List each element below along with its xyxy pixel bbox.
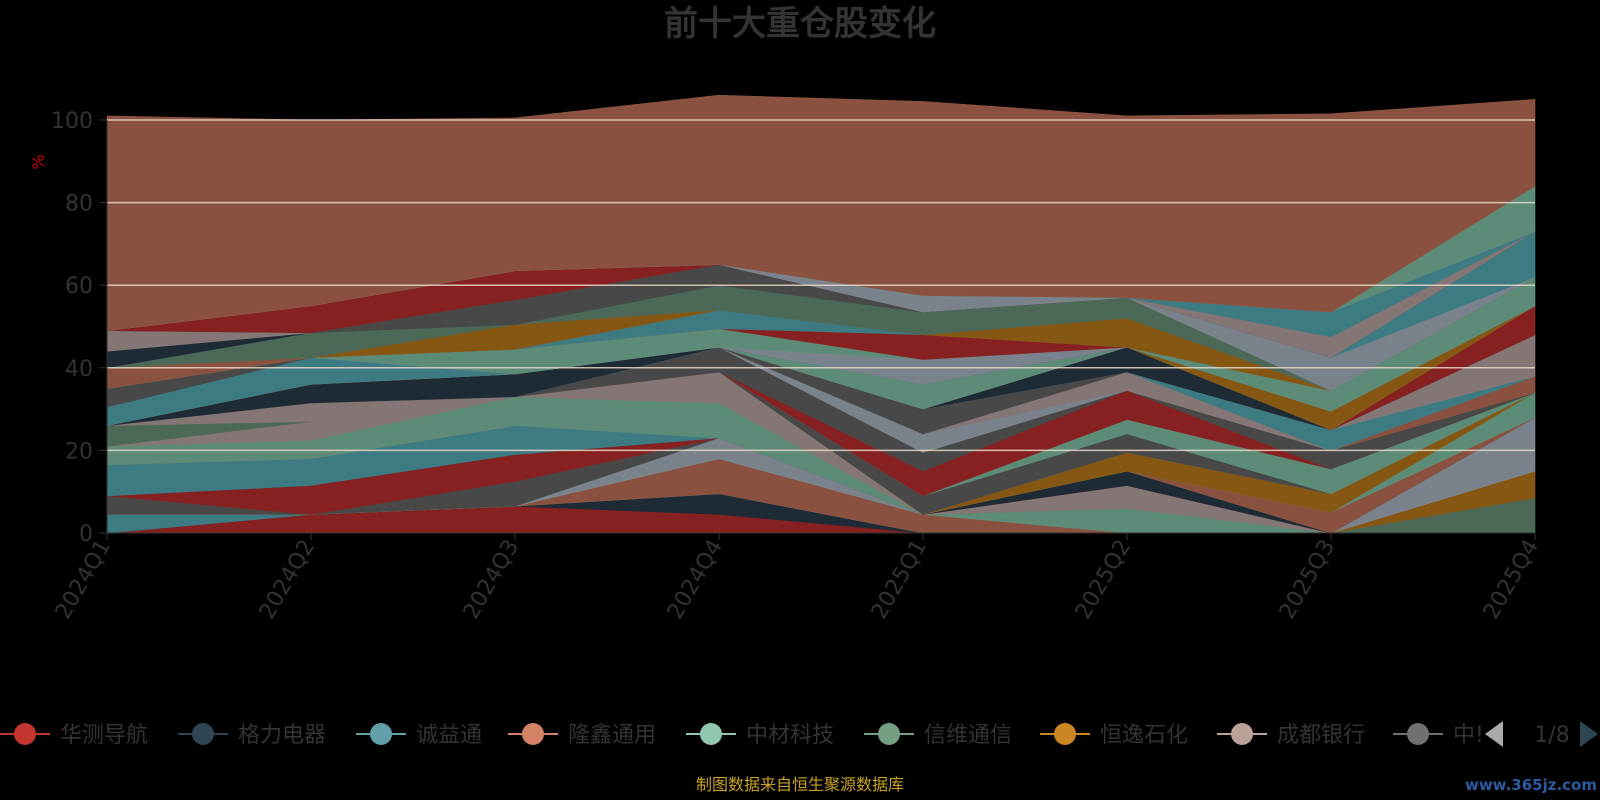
- x-tick-label-1: 2024Q2: [255, 536, 320, 624]
- y-tick-label-1: 20: [65, 439, 93, 464]
- legend-marker-5: [878, 723, 900, 745]
- legend-marker-6: [1054, 723, 1076, 745]
- area-band-51: [106, 94, 1536, 331]
- legend: 华测导航 格力电器 诚益通 隆鑫通用 中材科技 信维通信 恒逸石化 成都银行 中! 1/8: [0, 721, 1598, 748]
- x-tick-label-2: 2024Q3: [459, 536, 524, 624]
- plot-area: [106, 94, 1536, 534]
- legend-label-2: 诚益通: [416, 723, 482, 748]
- y-axis-label: %: [29, 154, 48, 169]
- legend-marker-7: [1231, 723, 1253, 745]
- grid-lines: [107, 119, 1535, 452]
- x-tick-label-5: 2025Q2: [1071, 536, 1136, 624]
- y-tick-label-0: 0: [79, 522, 93, 547]
- legend-next-icon[interactable]: [1580, 721, 1598, 747]
- legend-marker-3: [522, 723, 544, 745]
- legend-page-indicator: 1/8: [1534, 723, 1569, 748]
- legend-marker-2: [370, 723, 392, 745]
- legend-label-5: 信维通信: [924, 723, 1012, 748]
- x-axis: 2024Q1 2024Q2 2024Q3 2024Q4 2025Q1 2025Q2 2025…: [51, 532, 1544, 624]
- legend-label-1: 格力电器: [238, 723, 326, 748]
- y-tick-label-2: 40: [65, 357, 93, 382]
- watermark: www.365jz.com: [1465, 776, 1597, 794]
- y-tick-label-3: 60: [65, 274, 93, 299]
- x-tick-label-4: 2025Q1: [867, 536, 932, 624]
- x-tick-label-7: 2025Q4: [1479, 536, 1544, 624]
- legend-label-6: 恒逸石化: [1100, 723, 1188, 748]
- chart-title: 前十大重仓股变化: [664, 4, 936, 44]
- legend-prev-icon[interactable]: [1485, 721, 1503, 747]
- y-tick-label-4: 80: [65, 192, 93, 217]
- x-tick-label-6: 2025Q3: [1275, 536, 1340, 624]
- legend-label-3: 隆鑫通用: [568, 723, 656, 748]
- x-tick-label-0: 2024Q1: [51, 536, 116, 624]
- y-tick-label-5: 100: [51, 109, 93, 134]
- legend-label-8: 中!: [1453, 723, 1484, 748]
- x-tick-label-3: 2024Q4: [663, 536, 728, 624]
- source-note: 制图数据来自恒生聚源数据库: [696, 775, 904, 794]
- legend-marker-4: [700, 723, 722, 745]
- legend-label-4: 中材科技: [746, 723, 834, 748]
- legend-label-0: 华测导航: [60, 723, 148, 748]
- legend-label-7: 成都银行: [1277, 723, 1365, 748]
- y-axis: 0 20 40 60 80 100: [51, 109, 108, 547]
- legend-marker-1: [192, 723, 214, 745]
- legend-marker-0: [14, 723, 36, 745]
- legend-marker-8: [1407, 723, 1429, 745]
